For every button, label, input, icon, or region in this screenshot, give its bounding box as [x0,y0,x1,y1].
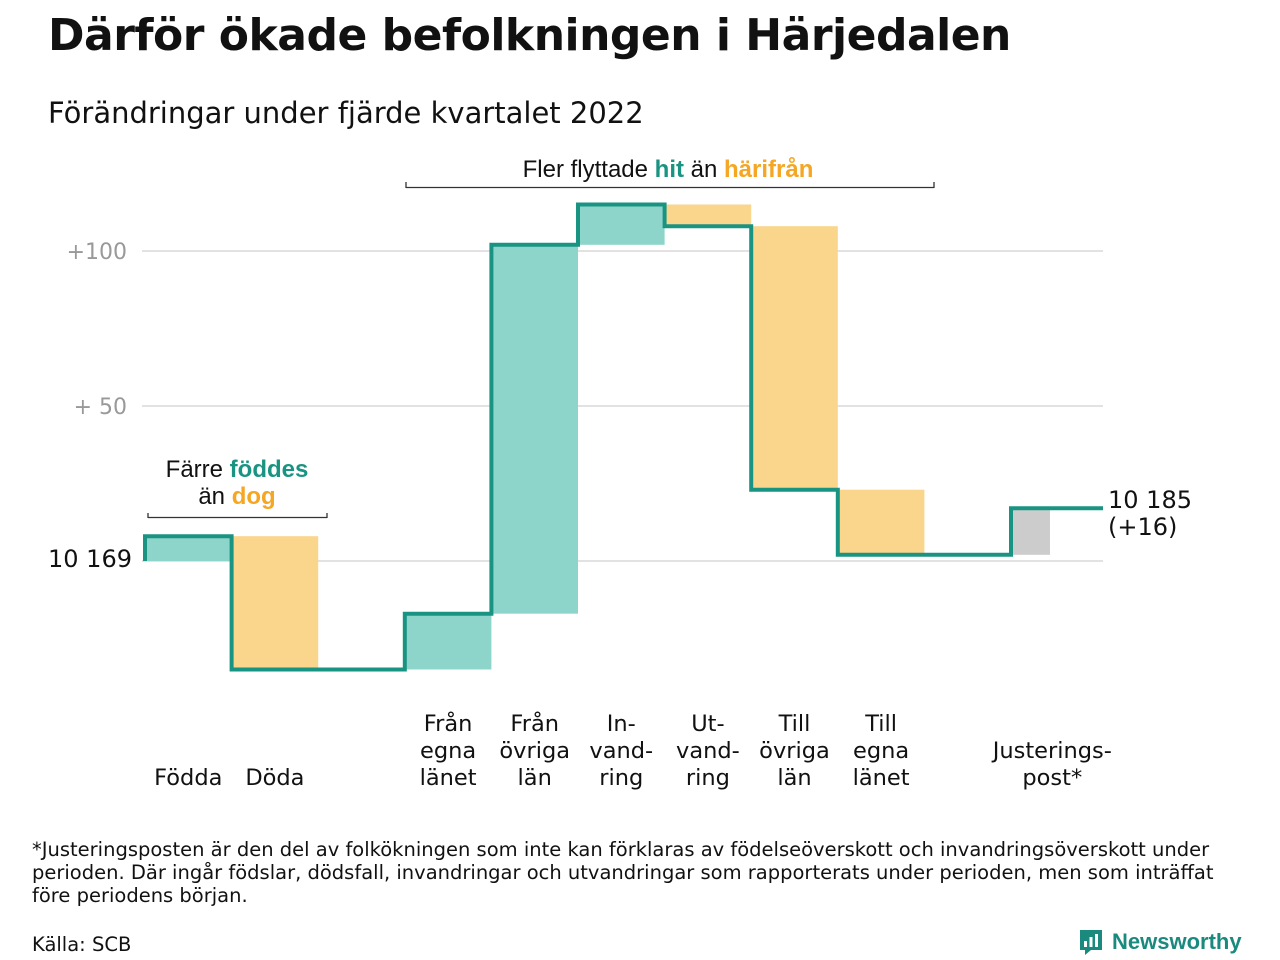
bar-frånegnalänet [404,613,492,670]
category-label: egna [420,738,476,764]
migration-annotation-bracket [405,182,935,189]
category-label: län [777,765,811,791]
category-label: Från [510,709,559,737]
category-label: In- [607,711,636,737]
category-label: post* [1022,765,1082,791]
category-label: Från [424,709,473,737]
category-label: vand- [589,738,653,764]
bar-tillövrigalän [751,226,838,490]
category-label: Till [864,711,897,737]
y-tick-label: + 50 [74,395,127,420]
bar-utvandring [664,204,752,227]
category-label: övriga [759,738,830,764]
bar-layer [145,204,1050,670]
end-value-label: 10 185 [1108,486,1192,514]
newsworthy-logo-text: Newsworthy [1112,929,1242,954]
category-label: vand- [676,738,740,764]
grid-layer: + 50 +100 [67,240,1103,562]
category-label: länet [420,765,477,791]
cumulative-step-line [143,202,1103,672]
category-label: länet [853,765,910,791]
newsworthy-logo-icon [1080,930,1102,955]
category-label: Till [778,711,811,737]
births-annotation-line2: än dog [198,483,275,510]
category-label: Justerings- [991,738,1112,764]
start-value-label: 10 169 [48,545,132,573]
category-label: egna [853,738,909,764]
category-label: län [518,765,552,791]
category-label: Ut- [691,711,724,737]
bar-döda [231,536,319,670]
migration-annotation: Fler flyttade hit än härifrån [523,156,814,183]
bar-födda [145,536,232,561]
footnote: *Justeringsposten är den del av folkökni… [32,838,1214,907]
newsworthy-logo[interactable]: Newsworthy [1078,928,1242,956]
bar-justeringspost [1011,508,1050,555]
chart-title: Därför ökade befolkningen i Härjedalen [48,10,1011,61]
births-annotation-bracket [147,513,328,519]
births-annotation-line1: Färre föddes [166,456,309,483]
chart-subtitle: Förändringar under fjärde kvartalet 2022 [48,96,644,130]
category-label: övriga [499,738,570,764]
bar-tillegnalänet [837,489,925,555]
bar-frånövrigalän [491,244,578,614]
category-labels: Födda DödaFrånegnalänetFrånövrigalänIn-va… [154,709,1112,791]
source-note: Källa: SCB [32,933,132,956]
category-label: ring [599,765,643,791]
y-tick-label: +100 [67,240,127,265]
category-label: ring [686,765,730,791]
category-label: Döda [245,765,304,791]
end-change-label: (+16) [1108,513,1177,541]
step-line-layer [143,202,1103,672]
category-label: Födda [154,765,222,791]
bar-invandring [578,204,665,245]
